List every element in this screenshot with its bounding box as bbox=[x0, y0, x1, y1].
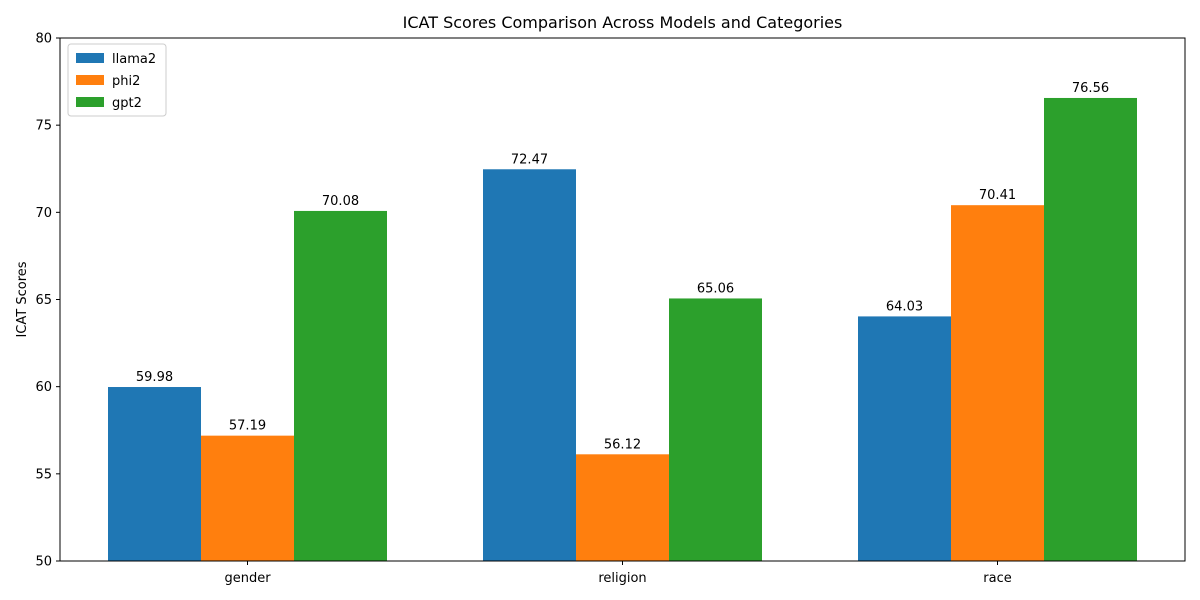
legend-label-gpt2: gpt2 bbox=[112, 96, 142, 111]
bar-value-label: 65.06 bbox=[697, 281, 734, 296]
y-tick-label: 65 bbox=[35, 293, 52, 308]
chart-title: ICAT Scores Comparison Across Models and… bbox=[403, 13, 843, 32]
bar-value-label: 70.41 bbox=[979, 188, 1016, 203]
legend-swatch-gpt2 bbox=[76, 97, 104, 107]
bar-value-label: 59.98 bbox=[136, 370, 173, 385]
bar-phi2-gender bbox=[201, 435, 294, 561]
bar-phi2-religion bbox=[576, 454, 669, 561]
y-tick-label: 70 bbox=[35, 206, 52, 221]
bar-labels-group: 59.98 57.19 70.08 72.47 56.12 65.06 64.03 70.41… bbox=[136, 81, 1109, 452]
bar-llama2-religion bbox=[483, 169, 576, 561]
x-tick-label: race bbox=[983, 571, 1011, 586]
bar-value-label: 57.19 bbox=[229, 419, 266, 434]
bar-value-label: 70.08 bbox=[322, 194, 359, 209]
y-tick-label: 50 bbox=[35, 555, 52, 570]
bar-llama2-gender bbox=[108, 387, 201, 561]
x-tick-label: religion bbox=[598, 571, 646, 586]
bar-value-label: 64.03 bbox=[886, 299, 923, 314]
bar-gpt2-gender bbox=[294, 210, 387, 561]
bar-phi2-race bbox=[951, 205, 1044, 561]
bar-value-label: 76.56 bbox=[1072, 81, 1109, 96]
y-tick-label: 80 bbox=[35, 32, 52, 47]
legend-swatch-phi2 bbox=[76, 75, 104, 85]
x-tick-label: gender bbox=[224, 571, 271, 586]
bar-gpt2-race bbox=[1044, 97, 1137, 561]
y-tick-label: 55 bbox=[35, 467, 52, 482]
legend: llama2 phi2 gpt2 bbox=[67, 43, 167, 117]
y-tick-label: 75 bbox=[35, 119, 52, 134]
x-axis: gender religion race bbox=[224, 561, 1012, 586]
bar-value-label: 72.47 bbox=[511, 152, 548, 167]
y-tick-label: 60 bbox=[35, 380, 52, 395]
legend-label-phi2: phi2 bbox=[112, 74, 140, 89]
bars-group bbox=[108, 97, 1137, 561]
bar-gpt2-religion bbox=[669, 298, 762, 561]
legend-label-llama2: llama2 bbox=[112, 52, 156, 67]
legend-swatch-llama2 bbox=[76, 53, 104, 63]
bar-value-label: 56.12 bbox=[604, 437, 641, 452]
y-axis-label: ICAT Scores bbox=[15, 261, 30, 337]
bar-llama2-race bbox=[858, 316, 951, 561]
y-axis: 50 55 60 65 70 75 80 bbox=[35, 32, 60, 570]
